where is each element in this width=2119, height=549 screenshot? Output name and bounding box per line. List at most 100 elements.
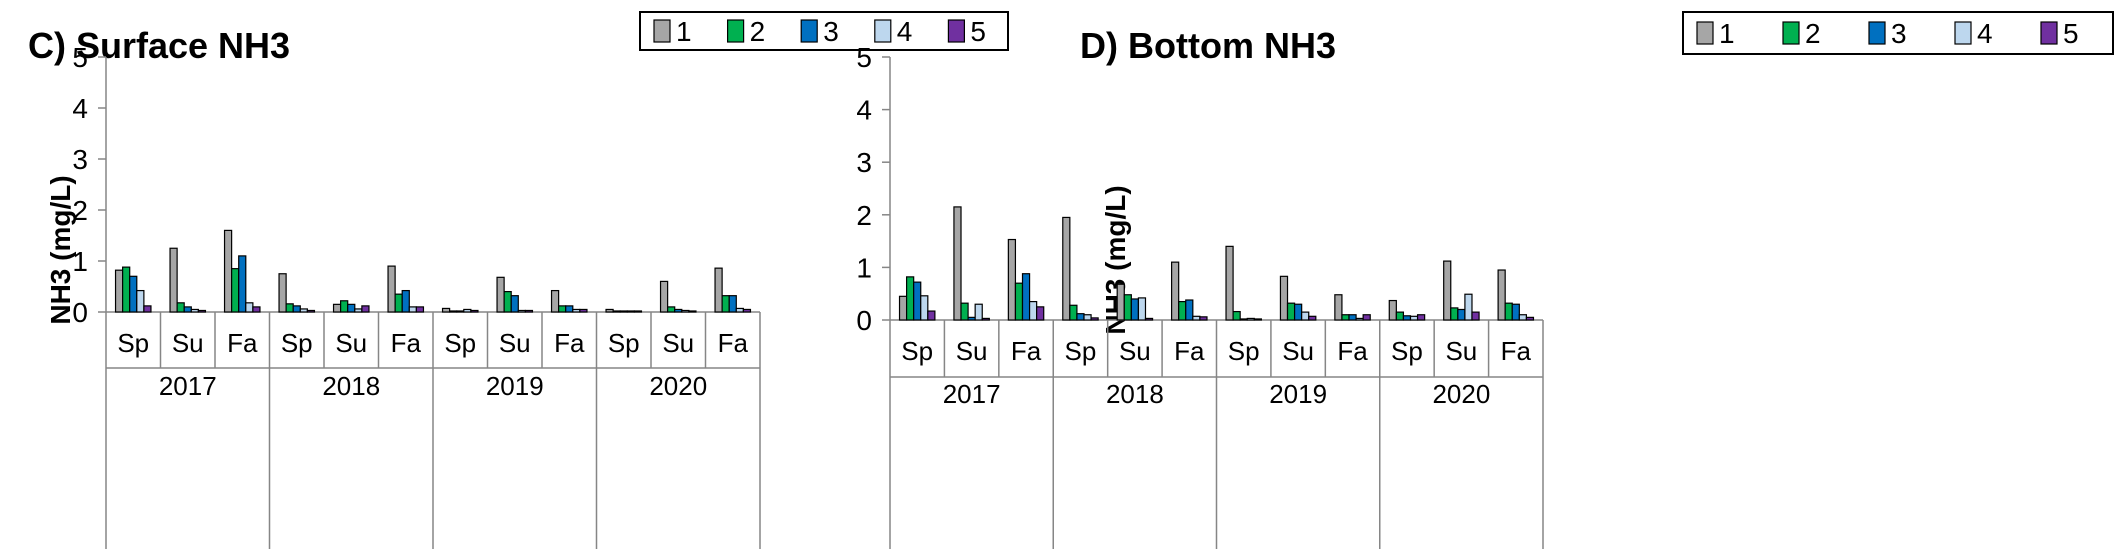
bar-series-5 [1471, 311, 1480, 321]
bar-series-3 [1021, 273, 1031, 321]
x-category-label: Sp [1391, 336, 1423, 366]
bar-series-4 [1192, 315, 1201, 321]
bar-series-5 [415, 306, 425, 313]
panel-divider [1058, 0, 1064, 549]
bar-series-4 [354, 308, 363, 313]
bar-series-1 [1062, 216, 1071, 321]
x-category-label: Fa [1011, 336, 1042, 366]
bar-series-1 [605, 308, 614, 313]
bar-series-4 [1301, 311, 1310, 321]
bar-series-5 [742, 308, 752, 313]
bar-series-2 [1178, 300, 1187, 321]
chart-title: C) Surface NH3 [28, 25, 290, 66]
chart-title: D) Bottom NH3 [1080, 25, 1336, 66]
bar-series-3 [183, 306, 192, 313]
x-category-label: Sp [901, 336, 933, 366]
x-category-label: Fa [554, 328, 585, 358]
bar-series-2 [1341, 314, 1350, 321]
bar-series-5 [981, 317, 990, 321]
legend: 1 2 3 4 5 [639, 11, 1009, 51]
bar-series-3 [967, 316, 976, 321]
x-category-label: Fa [227, 328, 258, 358]
bar-series-4 [1137, 297, 1147, 321]
x-group-label: 2017 [159, 371, 217, 401]
bar-series-3 [1511, 303, 1520, 321]
bar-series-1 [1443, 260, 1452, 321]
bar-series-4 [136, 289, 145, 313]
x-category-label: Su [956, 336, 988, 366]
bar-series-4 [626, 310, 635, 313]
bar-series-1 [169, 247, 178, 313]
bar-series-1 [441, 307, 451, 313]
bar-series-2 [122, 266, 131, 313]
bar-series-4 [1246, 317, 1255, 321]
x-category-label: Fa [1174, 336, 1205, 366]
legend-label: 4 [897, 16, 913, 47]
bar-series-2 [340, 300, 349, 313]
legend-swatch [2040, 21, 2058, 45]
x-category-label: Sp [608, 328, 640, 358]
legend-label: 4 [1977, 18, 1993, 49]
legend: 1 2 3 4 5 [1682, 11, 2114, 55]
bar-series-2 [721, 295, 730, 313]
bar-series-2 [1123, 294, 1132, 321]
legend-label: 2 [1805, 18, 1821, 49]
bar-series-1 [1007, 238, 1017, 321]
bar-series-5 [1416, 314, 1426, 321]
x-group-label: 2019 [1269, 379, 1327, 409]
bar-series-2 [394, 293, 403, 313]
x-group-label: 2019 [486, 371, 544, 401]
bar-series-5 [1253, 318, 1262, 321]
x-category-label: Su [1282, 336, 1314, 366]
x-group-label: 2018 [322, 371, 380, 401]
bar-series-5 [1308, 315, 1317, 321]
bar-series-3 [1293, 303, 1303, 321]
bar-series-3 [619, 310, 628, 313]
x-category-label: Su [662, 328, 694, 358]
bar-series-4 [1355, 317, 1364, 321]
bar-series-4 [245, 302, 254, 313]
bar-series-3 [565, 305, 574, 313]
legend-swatch [874, 19, 892, 43]
bar-series-4 [408, 306, 417, 313]
x-category-label: Sp [1228, 336, 1260, 366]
bar-series-5 [688, 310, 697, 313]
bar-series-3 [1185, 299, 1194, 321]
bar-series-2 [1395, 311, 1405, 321]
bar-series-3 [1239, 318, 1248, 321]
legend-swatch [1782, 21, 1800, 45]
bar-series-5 [1362, 314, 1371, 321]
bar-series-1 [114, 269, 124, 313]
bar-series-5 [361, 305, 370, 313]
bar-series-2 [667, 306, 676, 313]
x-category-label: Su [499, 328, 531, 358]
bar-series-4 [572, 308, 581, 313]
bar-series-3 [129, 275, 138, 313]
x-category-label: Fa [1501, 336, 1532, 366]
bar-series-5 [143, 305, 152, 313]
bar-series-1 [953, 206, 962, 321]
bar-series-2 [285, 303, 294, 313]
bar-series-2 [503, 291, 512, 313]
x-category-label: Su [335, 328, 367, 358]
y-tick-label: 5 [856, 42, 872, 73]
bar-series-4 [517, 309, 526, 313]
y-tick-label: 5 [72, 42, 88, 73]
bar-series-3 [1076, 313, 1085, 321]
bar-series-4 [681, 309, 690, 313]
bar-series-1 [898, 295, 908, 321]
legend-label: 1 [1719, 18, 1735, 49]
bar-series-5 [1144, 317, 1154, 321]
bar-series-1 [387, 265, 396, 313]
bar-series-1 [659, 280, 669, 313]
bar-series-3 [1402, 315, 1412, 321]
bar-series-2 [1450, 307, 1459, 321]
bar-series-5 [1199, 316, 1208, 321]
bar-series-1 [278, 273, 287, 313]
bar-series-1 [1171, 261, 1180, 321]
bar-series-2 [905, 276, 915, 321]
bar-series-3 [1457, 308, 1466, 321]
legend-swatch [947, 19, 966, 43]
